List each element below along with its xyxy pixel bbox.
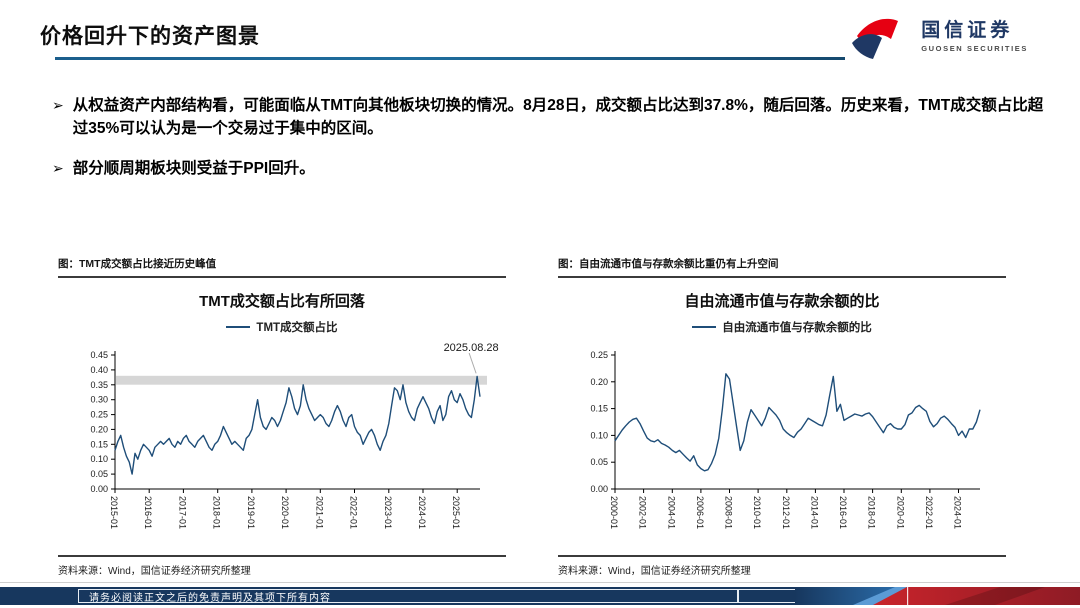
svg-text:0.20: 0.20 bbox=[90, 424, 108, 434]
guosen-logo-text: 国信证券 GUOSEN SECURITIES bbox=[921, 19, 1028, 54]
svg-text:2024-01: 2024-01 bbox=[953, 496, 963, 529]
svg-text:2015-01: 2015-01 bbox=[109, 496, 119, 529]
chart-legend: TMT成交额占比 bbox=[58, 319, 506, 335]
svg-text:2023-01: 2023-01 bbox=[383, 496, 393, 529]
svg-text:0.35: 0.35 bbox=[90, 380, 108, 390]
legend-line-swatch bbox=[692, 326, 717, 328]
chart-title: 自由流通市值与存款余额的比 bbox=[684, 293, 880, 310]
freefloat-deposit-ratio-line-chart: 0.00 0.05 0.10 0.15 0.20 0.25 2000-01 2002-01 20… bbox=[590, 350, 981, 529]
footer-bar: 请务必阅读正文之后的免责声明及其项下所有内容 bbox=[0, 587, 1080, 605]
svg-text:2022-01: 2022-01 bbox=[349, 496, 359, 529]
svg-text:0.25: 0.25 bbox=[90, 410, 108, 420]
svg-text:2016-01: 2016-01 bbox=[838, 496, 848, 529]
disclaimer: 请务必阅读正文之后的免责声明及其项下所有内容 bbox=[78, 589, 738, 604]
svg-text:0.15: 0.15 bbox=[590, 404, 608, 414]
svg-text:2016-01: 2016-01 bbox=[143, 496, 153, 529]
figure-caption: 图：TMT成交额占比接近历史峰值 bbox=[58, 256, 506, 278]
legend-line-swatch bbox=[226, 326, 251, 328]
svg-text:2018-01: 2018-01 bbox=[867, 496, 877, 529]
title-underline bbox=[55, 57, 845, 60]
svg-text:2000-01: 2000-01 bbox=[609, 496, 619, 529]
footer: 请务必阅读正文之后的免责声明及其项下所有内容 bbox=[0, 582, 1080, 608]
svg-text:2020-01: 2020-01 bbox=[895, 496, 905, 529]
figure-caption: 图：自由流通市值与存款余额比重仍有上升空间 bbox=[558, 256, 1006, 278]
svg-text:0.10: 0.10 bbox=[590, 430, 608, 440]
page-title: 价格回升下的资产图景 bbox=[40, 25, 260, 48]
chart-legend: 自由流通市值与存款余额的比 bbox=[558, 319, 1006, 335]
footer-spacer-box bbox=[738, 589, 796, 603]
svg-text:0.25: 0.25 bbox=[590, 350, 608, 360]
svg-text:2012-01: 2012-01 bbox=[781, 496, 791, 529]
svg-text:2002-01: 2002-01 bbox=[638, 496, 648, 529]
guosen-logo: 国信证券 GUOSEN SECURITIES bbox=[847, 14, 1028, 60]
figure-tmt-turnover-share: 图：TMT成交额占比接近历史峰值 TMT成交额占比有所回落 TMT成交额占比 0… bbox=[58, 256, 506, 577]
svg-text:2024-01: 2024-01 bbox=[417, 496, 427, 529]
bullet-text-1: 从权益资产内部结构看，可能面临从TMT向其他板块切换的情况。8月28日，成交额占… bbox=[72, 97, 1044, 138]
svg-text:2010-01: 2010-01 bbox=[752, 496, 762, 529]
svg-text:2025.08.28: 2025.08.28 bbox=[444, 342, 499, 354]
bullet-arrow-icon: ➢ bbox=[52, 159, 64, 176]
svg-text:2021-01: 2021-01 bbox=[314, 496, 324, 529]
svg-text:0.40: 0.40 bbox=[90, 365, 108, 375]
footer-hairline bbox=[0, 582, 1080, 583]
tmt-share-line-chart: 0.00 0.05 0.10 0.15 0.20 0.25 0.30 0.35 0.40 0.45… bbox=[90, 342, 499, 529]
svg-text:0.15: 0.15 bbox=[90, 439, 108, 449]
svg-text:2020-01: 2020-01 bbox=[280, 496, 290, 529]
svg-text:0.10: 0.10 bbox=[90, 454, 108, 464]
bullet-item-1: ➢ 从权益资产内部结构看，可能面临从TMT向其他板块切换的情况。8月28日，成交… bbox=[52, 94, 1052, 141]
legend-label: TMT成交额占比 bbox=[256, 322, 338, 334]
chart-title: TMT成交额占比有所回落 bbox=[199, 293, 365, 310]
svg-text:0.20: 0.20 bbox=[590, 377, 608, 387]
bullet-list: ➢ 从权益资产内部结构看，可能面临从TMT向其他板块切换的情况。8月28日，成交… bbox=[52, 94, 1052, 196]
svg-text:2004-01: 2004-01 bbox=[666, 496, 676, 529]
figure-source: 资料来源：Wind，国信证券经济研究所整理 bbox=[558, 555, 1006, 577]
footer-decoration bbox=[795, 587, 1080, 605]
svg-text:0.00: 0.00 bbox=[590, 484, 608, 494]
svg-text:2018-01: 2018-01 bbox=[212, 496, 222, 529]
logo-name-en: GUOSEN SECURITIES bbox=[921, 44, 1028, 54]
svg-text:0.05: 0.05 bbox=[90, 469, 108, 479]
svg-text:0.05: 0.05 bbox=[590, 457, 608, 467]
svg-text:2014-01: 2014-01 bbox=[809, 496, 819, 529]
svg-text:0.45: 0.45 bbox=[90, 350, 108, 360]
svg-text:2022-01: 2022-01 bbox=[924, 496, 934, 529]
svg-text:2006-01: 2006-01 bbox=[695, 496, 705, 529]
bullet-item-2: ➢ 部分顺周期板块则受益于PPI回升。 bbox=[52, 157, 1052, 180]
figure-freefloat-deposit-ratio: 图：自由流通市值与存款余额比重仍有上升空间 自由流通市值与存款余额的比 自由流通… bbox=[558, 256, 1006, 577]
svg-text:2025-01: 2025-01 bbox=[451, 496, 461, 529]
svg-text:0.00: 0.00 bbox=[90, 484, 108, 494]
bullet-text-2: 部分顺周期板块则受益于PPI回升。 bbox=[72, 159, 315, 177]
guosen-logo-mark bbox=[852, 18, 899, 59]
svg-text:2019-01: 2019-01 bbox=[246, 496, 256, 529]
figure-source: 资料来源：Wind，国信证券经济研究所整理 bbox=[58, 555, 506, 577]
logo-name-cn: 国信证券 bbox=[921, 19, 1014, 41]
svg-text:2017-01: 2017-01 bbox=[177, 496, 187, 529]
legend-label: 自由流通市值与存款余额的比 bbox=[722, 322, 872, 334]
bullet-arrow-icon: ➢ bbox=[52, 97, 64, 113]
svg-text:2008-01: 2008-01 bbox=[724, 496, 734, 529]
svg-text:0.30: 0.30 bbox=[90, 395, 108, 405]
